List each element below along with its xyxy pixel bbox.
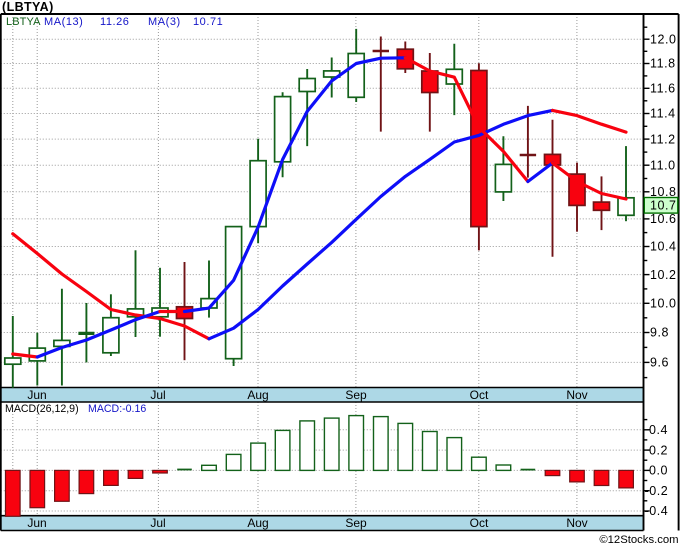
svg-text:Aug: Aug: [247, 388, 268, 402]
svg-text:10.4: 10.4: [650, 240, 677, 254]
svg-text:9.6: 9.6: [650, 356, 669, 370]
svg-text:Oct: Oct: [470, 388, 489, 402]
svg-text:10.2: 10.2: [650, 268, 677, 282]
svg-text:11.4: 11.4: [650, 107, 676, 121]
svg-text:MA(13): MA(13): [44, 16, 83, 28]
svg-text:Sep: Sep: [345, 516, 367, 530]
svg-text:9.8: 9.8: [650, 326, 669, 340]
svg-text:MACD:-0.16: MACD:-0.16: [88, 403, 146, 415]
svg-text:Oct: Oct: [470, 516, 489, 530]
svg-text:10.0: 10.0: [650, 297, 677, 311]
svg-text:11.6: 11.6: [650, 82, 676, 96]
svg-text:MACD(26,12,9): MACD(26,12,9): [5, 403, 79, 415]
svg-text:Nov: Nov: [566, 516, 587, 530]
svg-text:0.4: 0.4: [649, 423, 668, 437]
svg-text:10.71: 10.71: [193, 16, 223, 28]
svg-text:-0.2: -0.2: [645, 484, 669, 498]
svg-text:Jun: Jun: [27, 388, 46, 402]
svg-text:11.2: 11.2: [650, 132, 676, 146]
svg-text:10.7: 10.7: [650, 199, 677, 213]
svg-text:12.0: 12.0: [650, 32, 677, 46]
svg-text:0.2: 0.2: [649, 443, 668, 457]
svg-text:11.26: 11.26: [100, 16, 129, 28]
svg-text:©12Stocks.com: ©12Stocks.com: [599, 534, 678, 546]
svg-text:Jun: Jun: [27, 516, 46, 530]
svg-text:11.0: 11.0: [650, 158, 676, 172]
svg-text:10.8: 10.8: [650, 185, 677, 199]
svg-text:Nov: Nov: [566, 388, 587, 402]
svg-text:LBTYA: LBTYA: [6, 16, 41, 28]
svg-text:10.6: 10.6: [650, 212, 677, 226]
svg-text:Jul: Jul: [150, 516, 165, 530]
svg-text:(LBTYA): (LBTYA): [2, 0, 54, 14]
svg-text:Sep: Sep: [345, 388, 367, 402]
svg-text:Jul: Jul: [150, 388, 165, 402]
svg-text:-0.4: -0.4: [645, 504, 669, 518]
svg-text:0.0: 0.0: [649, 464, 668, 478]
svg-text:MA(3): MA(3): [148, 16, 181, 28]
svg-text:Aug: Aug: [247, 516, 268, 530]
svg-text:11.8: 11.8: [650, 57, 676, 71]
